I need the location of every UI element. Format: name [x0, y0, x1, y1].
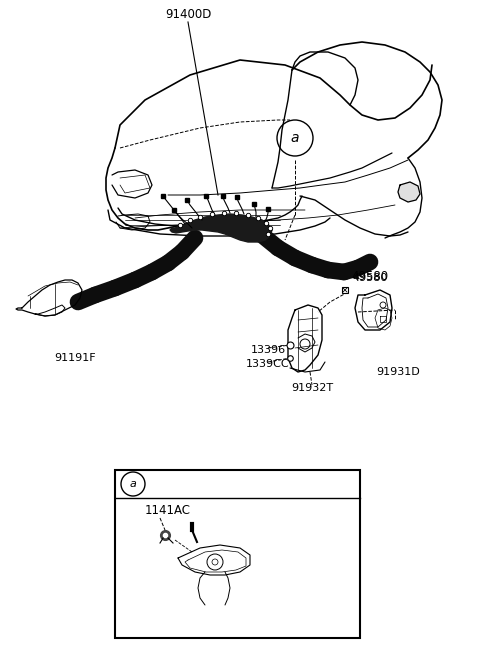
Text: a: a — [291, 131, 299, 145]
Text: 1339CC: 1339CC — [246, 359, 290, 369]
Text: 91191F: 91191F — [54, 353, 96, 363]
Text: a: a — [130, 479, 136, 489]
Text: 49580: 49580 — [352, 273, 388, 283]
Bar — [115, 470, 360, 638]
Text: 91931D: 91931D — [376, 367, 420, 377]
Text: 13396: 13396 — [251, 345, 286, 355]
Text: 91400D: 91400D — [165, 7, 211, 21]
Text: 49580: 49580 — [351, 270, 389, 282]
Polygon shape — [398, 182, 420, 202]
Text: 91932T: 91932T — [291, 383, 333, 393]
Text: 1141AC: 1141AC — [145, 503, 191, 517]
Polygon shape — [170, 214, 272, 242]
